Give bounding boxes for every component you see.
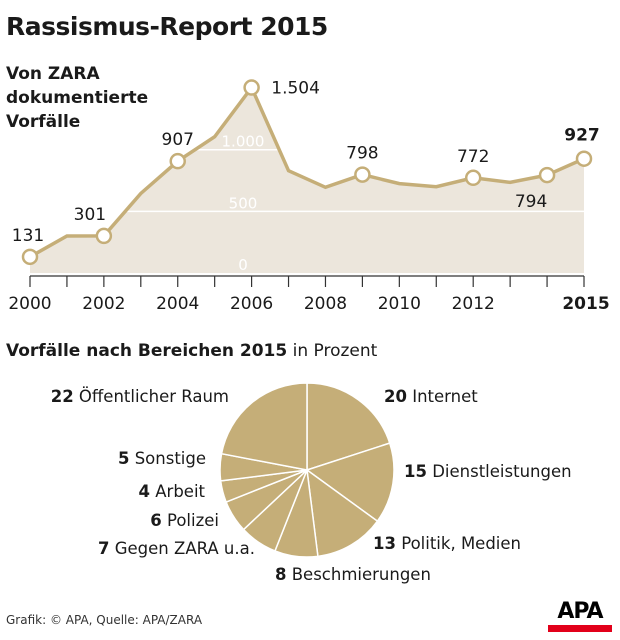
data-point-label: 772: [457, 147, 489, 167]
line-chart: 0 500 1.000 2000 2002 2004 2006 2008 2010 2012 201…: [8, 79, 609, 314]
apa-logo-text: APA: [557, 599, 603, 624]
data-point-marker: [575, 150, 593, 167]
pie-slice-politik-medien: [306, 468, 379, 558]
pie-title-bold: Vorfälle nach Bereichen 2015: [6, 341, 288, 361]
pie-label-value: 4: [138, 482, 150, 501]
data-point-marker: [538, 166, 556, 184]
pie-slice-arbeit: [219, 469, 308, 504]
x-tick-label: 2010: [378, 294, 421, 314]
pie-label-value: 6: [150, 511, 162, 530]
data-point-marker: [21, 248, 39, 266]
subtitle-line-1: Von ZARA: [6, 64, 100, 84]
apa-logo-red-bar: [548, 625, 612, 632]
apa-logo: APA: [548, 599, 612, 633]
data-point-marker: [169, 152, 186, 170]
x-tick-label: 2000: [8, 294, 51, 314]
x-tick-label: 2002: [82, 294, 125, 314]
y-gridline-label: 500: [229, 194, 258, 212]
pie-label-name: Polizei: [161, 511, 219, 530]
data-point-label: 907: [162, 130, 194, 150]
pie-label-value: 22: [50, 387, 74, 406]
pie-label-name: Gegen ZARA u.a.: [109, 539, 255, 558]
pie-label-name: Dienstleistungen: [426, 462, 572, 481]
x-tick-label: 2015: [562, 294, 609, 314]
data-point-label: 794: [515, 192, 547, 212]
pie-label: 22 Öffentlicher Raum: [51, 387, 229, 406]
pie-slice-sonstige: [219, 452, 308, 482]
data-point-label: 927: [564, 126, 600, 146]
pie-label-name: Arbeit: [150, 482, 205, 501]
pie-chart-title: Vorfälle nach Bereichen 2015 in Prozent: [6, 341, 377, 361]
pie-label-value: 7: [98, 539, 110, 558]
pie-label: 15 Dienstleistungen: [404, 462, 572, 481]
subtitle-line-3: Vorfälle: [6, 112, 81, 132]
pie-slice-öffentlicher-raum: [220, 382, 308, 471]
pie-label: 13 Politik, Medien: [373, 534, 521, 553]
data-point-label: 798: [346, 144, 378, 164]
data-point-marker: [243, 79, 260, 96]
pie-label-value: 20: [384, 387, 407, 406]
pie-label-name: Öffentlicher Raum: [73, 387, 229, 406]
x-tick-label: 2008: [304, 294, 347, 314]
page-title: Rassismus-Report 2015: [6, 12, 328, 41]
pie-label: 4 Arbeit: [139, 482, 205, 501]
x-tick-label: 2006: [230, 294, 273, 314]
pie-label: 20 Internet: [384, 387, 478, 406]
pie-label-name: Internet: [406, 387, 478, 406]
x-tick-label: 2004: [156, 294, 199, 314]
y-gridline-label: 0: [238, 256, 248, 274]
data-point-marker: [354, 166, 371, 183]
line-chart-subtitle: Von ZARA dokumentierte Vorfälle: [6, 62, 148, 134]
data-point-marker: [95, 227, 113, 245]
pie-label-name: Beschmierungen: [286, 565, 431, 584]
data-point-label: 131: [12, 226, 44, 246]
pie-label: 5 Sonstige: [118, 449, 206, 468]
data-line: [29, 84, 585, 259]
pie-slice-dienstleistungen: [305, 442, 395, 523]
pie-label: 7 Gegen ZARA u.a.: [98, 539, 255, 558]
pie-slice-beschmierungen: [273, 469, 319, 558]
pie-slice-polizei: [225, 469, 308, 531]
pie-label-value: 13: [373, 534, 396, 553]
pie-slice-internet: [306, 382, 391, 472]
data-point-label: 1.504: [271, 79, 320, 99]
pie-label-value: 8: [275, 565, 287, 584]
pie-label: 8 Beschmierungen: [275, 565, 431, 584]
data-point-marker: [464, 169, 482, 187]
source-credit: Grafik: © APA, Quelle: APA/ZARA: [6, 613, 203, 627]
pie-label: 6 Polizei: [150, 511, 219, 530]
x-tick-label: 2012: [452, 294, 495, 314]
data-point-label: 301: [74, 205, 106, 225]
pie-title-unit: in Prozent: [287, 341, 378, 361]
pie-label-name: Sonstige: [129, 449, 206, 468]
subtitle-line-2: dokumentierte: [6, 88, 149, 108]
pie-label-value: 15: [404, 462, 427, 481]
y-gridline-label: 1.000: [222, 133, 265, 151]
pie-label-name: Politik, Medien: [395, 534, 521, 553]
pie-label-value: 5: [117, 449, 130, 468]
